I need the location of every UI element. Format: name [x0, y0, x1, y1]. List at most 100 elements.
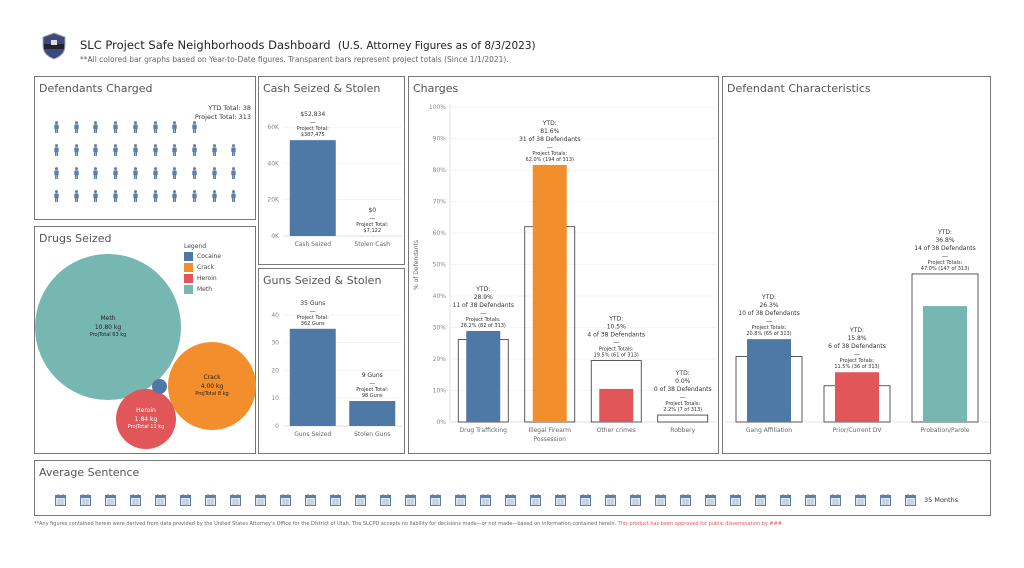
- person-icon: [211, 144, 217, 156]
- person-icon: [172, 167, 177, 179]
- data-label: Project Totals:: [665, 401, 700, 407]
- y-tick-label: 10: [271, 395, 279, 402]
- person-icon: [73, 144, 79, 156]
- data-label: Project Total:: [356, 387, 388, 393]
- calendar-icon: [430, 494, 441, 506]
- bubble-cocaine[interactable]: [152, 379, 167, 394]
- person-icon: [93, 144, 99, 156]
- x-tick-label: Guns Seized: [294, 431, 331, 438]
- ytd-bar: [349, 401, 396, 426]
- panel-title: Charges: [413, 82, 459, 95]
- bubble-crack[interactable]: Crack 4.00 kg ProjTotal 8 kg: [168, 342, 256, 430]
- ytd-bar: [532, 164, 567, 422]
- project-total-bar: [657, 414, 709, 423]
- data-label: YTD:: [475, 286, 490, 293]
- person-icon: [152, 144, 158, 156]
- person-icon: [113, 144, 118, 156]
- calendar-icon: [355, 494, 366, 506]
- x-tick-label: Stolen Cash: [354, 241, 390, 248]
- y-tick-label: 10%: [433, 388, 447, 395]
- calendar-icon: [630, 494, 641, 506]
- data-label: 36.8%: [935, 237, 954, 244]
- person-icon: [172, 190, 177, 202]
- y-tick-label: 40K: [267, 160, 280, 167]
- calendar-icon: [455, 494, 466, 506]
- data-label: 11.5% (36 of 313): [834, 364, 879, 370]
- ytd-bar: [747, 339, 791, 422]
- panel-title: Defendants Charged: [39, 82, 153, 95]
- person-icon: [211, 190, 217, 202]
- data-label: YTD:: [761, 294, 776, 301]
- person-icon: [133, 167, 138, 179]
- calendar-icon: [105, 494, 116, 506]
- data-label: —: [547, 144, 553, 151]
- drugs-seized-panel: Drugs Seized Legend Cocaine Crack Heroin…: [34, 226, 256, 454]
- person-icon: [93, 167, 99, 179]
- calendar-icon: [705, 494, 716, 506]
- person-icon: [54, 190, 59, 202]
- calendar-icon: [755, 494, 766, 506]
- data-label: Project Totals:: [532, 151, 567, 157]
- data-label: YTD:: [542, 120, 557, 127]
- footer-disclaimer: **Any figures contained herein were deri…: [34, 521, 784, 527]
- x-tick-label: Possession: [534, 436, 567, 443]
- y-tick-label: 20K: [267, 197, 280, 204]
- person-icon: [93, 121, 99, 133]
- x-tick-label: Drug Trafficking: [460, 427, 508, 434]
- calendar-icon: [680, 494, 691, 506]
- person-icon: [152, 121, 158, 133]
- data-label: Project Totals:: [752, 325, 787, 331]
- calendar-icon: [230, 494, 241, 506]
- ytd-bar: [289, 328, 336, 426]
- person-icon: [113, 121, 118, 133]
- data-label: $387,475: [301, 132, 325, 138]
- data-label: 6 of 38 Defendants: [828, 343, 886, 350]
- bubble-heroin[interactable]: Heroin 1.84 kg ProjTotal 11 kg: [116, 389, 176, 449]
- person-icon: [231, 144, 236, 156]
- person-icon: [54, 121, 59, 133]
- x-tick-label: Other crimes: [597, 427, 636, 434]
- dashboard-title: SLC Project Safe Neighborhoods Dashboard…: [80, 38, 536, 52]
- x-tick-label: Robbery: [670, 427, 695, 434]
- person-icon: [113, 190, 118, 202]
- x-tick-label: Gang Affiliation: [746, 427, 792, 434]
- dashboard-subtitle: **All colored bar graphs based on Year-t…: [80, 55, 509, 64]
- person-icon: [192, 144, 197, 156]
- person-icon: [73, 121, 79, 133]
- calendar-icon: [730, 494, 741, 506]
- data-label: 11 of 38 Defendants: [453, 302, 514, 309]
- sentence-months-label: 35 Months: [924, 496, 959, 504]
- y-tick-label: 30%: [433, 325, 447, 332]
- y-tick-label: 80%: [433, 167, 447, 174]
- x-tick-label: Probation/Parole: [921, 427, 970, 434]
- data-label: —: [310, 308, 316, 315]
- panel-title: Cash Seized & Stolen: [263, 82, 381, 95]
- person-icon: [172, 121, 177, 133]
- calendar-icon: [605, 494, 616, 506]
- data-label: 362 Guns: [301, 321, 325, 327]
- bubble-meth[interactable]: Meth 10.80 kg ProjTotal 63 kg: [35, 254, 181, 400]
- police-badge-logo: [42, 32, 66, 60]
- y-tick-label: 0K: [271, 233, 280, 240]
- legend-item-meth: Meth: [184, 285, 221, 294]
- legend-item-crack: Crack: [184, 263, 221, 272]
- ytd-bar: [599, 388, 634, 422]
- data-label: 2.2% (7 of 313): [663, 407, 702, 413]
- calendar-icon: [580, 494, 591, 506]
- calendar-icon: [155, 494, 166, 506]
- calendar-icon: [505, 494, 516, 506]
- data-label: 98 Guns: [362, 393, 383, 399]
- calendar-icon: [780, 494, 791, 506]
- y-tick-label: 60K: [267, 124, 280, 131]
- data-label: Project Totals:: [599, 347, 634, 353]
- data-label: 0 of 38 Defendants: [654, 386, 712, 393]
- data-label: 15.8%: [847, 335, 866, 342]
- calendar-icon: [405, 494, 416, 506]
- x-tick-label: Prior/Current DV: [833, 427, 883, 434]
- panel-title: Guns Seized & Stolen: [263, 274, 382, 287]
- y-tick-label: 0: [275, 423, 279, 430]
- legend-item-heroin: Heroin: [184, 274, 221, 283]
- calendar-icon: [255, 494, 266, 506]
- data-label: —: [766, 318, 772, 325]
